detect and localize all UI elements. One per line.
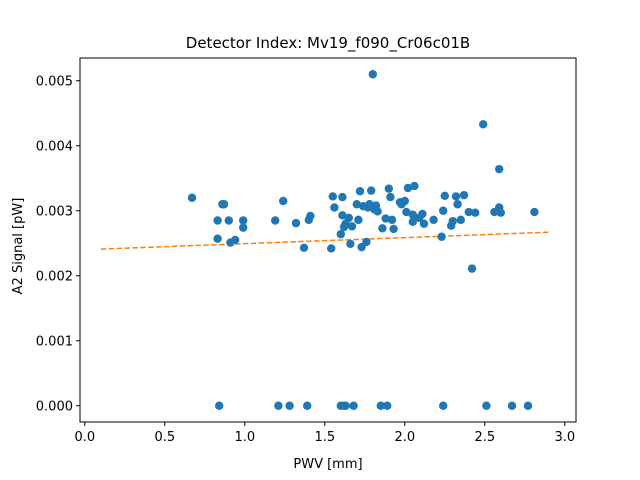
axes: 0.0 0.5 1.0 1.5 2.0 2.5 3.0 0.000 0.001 0.002 0.00… (36, 57, 577, 445)
data-point (368, 70, 377, 79)
data-point (410, 181, 419, 191)
data-point (362, 237, 371, 247)
data-point (495, 164, 504, 174)
x-tick-label: 2.0 (394, 430, 415, 445)
data-point (408, 217, 417, 226)
data-point (440, 191, 449, 200)
data-point (389, 224, 398, 234)
data-point (381, 214, 390, 223)
x-tick-label: 0.5 (154, 430, 175, 445)
x-tick-label: 3.0 (554, 430, 575, 445)
x-tick-label: 0.0 (74, 430, 95, 445)
data-point (530, 207, 539, 217)
data-point (429, 215, 438, 225)
data-point (349, 401, 358, 410)
data-point (496, 208, 505, 217)
data-point (338, 211, 347, 220)
data-point (418, 209, 427, 219)
y-tick-label: 0.001 (36, 334, 73, 349)
data-point (439, 401, 448, 410)
fit-line-layer (100, 231, 549, 250)
data-point (479, 120, 488, 129)
data-point (367, 186, 376, 195)
data-point (523, 401, 533, 410)
data-point (239, 216, 248, 225)
data-point (386, 192, 395, 202)
y-axis-label: A2 Signal [pW] (11, 198, 26, 295)
data-point (231, 235, 240, 245)
data-point (352, 200, 361, 209)
x-tick-label: 1.0 (234, 430, 255, 445)
axes-frame (79, 57, 577, 423)
data-point (328, 192, 337, 201)
data-point (271, 216, 280, 225)
plot-area (80, 58, 576, 422)
y-tick-label: 0.005 (36, 74, 73, 89)
data-point (400, 196, 409, 206)
data-point (344, 213, 353, 223)
data-point (451, 192, 461, 201)
data-point (224, 216, 233, 225)
scatter-points (187, 70, 539, 410)
data-point (507, 401, 517, 410)
data-point (482, 401, 491, 410)
data-point (453, 200, 462, 209)
y-tick-label: 0.000 (36, 399, 73, 414)
data-point (239, 223, 248, 232)
data-point (330, 203, 339, 212)
data-point (299, 243, 309, 252)
data-point (354, 215, 363, 225)
chart-title: Detector Index: Mv19_f090_Cr06c01B (186, 34, 470, 53)
data-point (187, 193, 197, 202)
fit-line (100, 231, 549, 250)
data-point (384, 184, 393, 193)
data-point (341, 401, 350, 410)
data-point (355, 187, 365, 196)
data-point (408, 210, 417, 219)
data-point (456, 215, 465, 225)
data-point (213, 216, 222, 225)
data-point (347, 222, 357, 231)
data-point (467, 264, 477, 273)
data-point (448, 216, 457, 226)
y-tick-label: 0.004 (36, 139, 73, 154)
data-point (346, 239, 355, 249)
data-point (219, 200, 229, 209)
data-point (306, 211, 315, 221)
data-point (279, 196, 288, 206)
data-point (439, 206, 448, 215)
data-point (274, 401, 283, 410)
data-point (338, 192, 347, 202)
data-point (403, 183, 413, 193)
data-point (402, 207, 411, 217)
data-point (459, 190, 469, 200)
data-point (373, 207, 382, 216)
y-tick-label: 0.003 (36, 204, 73, 219)
data-point (464, 207, 473, 217)
plot-background (80, 58, 576, 422)
data-point (383, 401, 392, 410)
data-point (215, 401, 224, 410)
x-axis-label: PWV [mm] (293, 457, 362, 472)
data-point (213, 234, 222, 243)
data-point (327, 244, 336, 253)
y-tick-label: 0.002 (36, 269, 73, 284)
data-point (303, 401, 312, 410)
data-point (291, 218, 301, 228)
x-tick-label: 2.5 (474, 430, 495, 445)
data-point (336, 229, 345, 239)
data-point (419, 219, 429, 228)
data-point (376, 401, 385, 410)
x-tick-label: 1.5 (314, 430, 335, 445)
data-point (437, 232, 446, 241)
data-point (378, 224, 387, 233)
data-point (387, 215, 397, 225)
data-point (471, 208, 480, 217)
data-point (285, 401, 294, 410)
